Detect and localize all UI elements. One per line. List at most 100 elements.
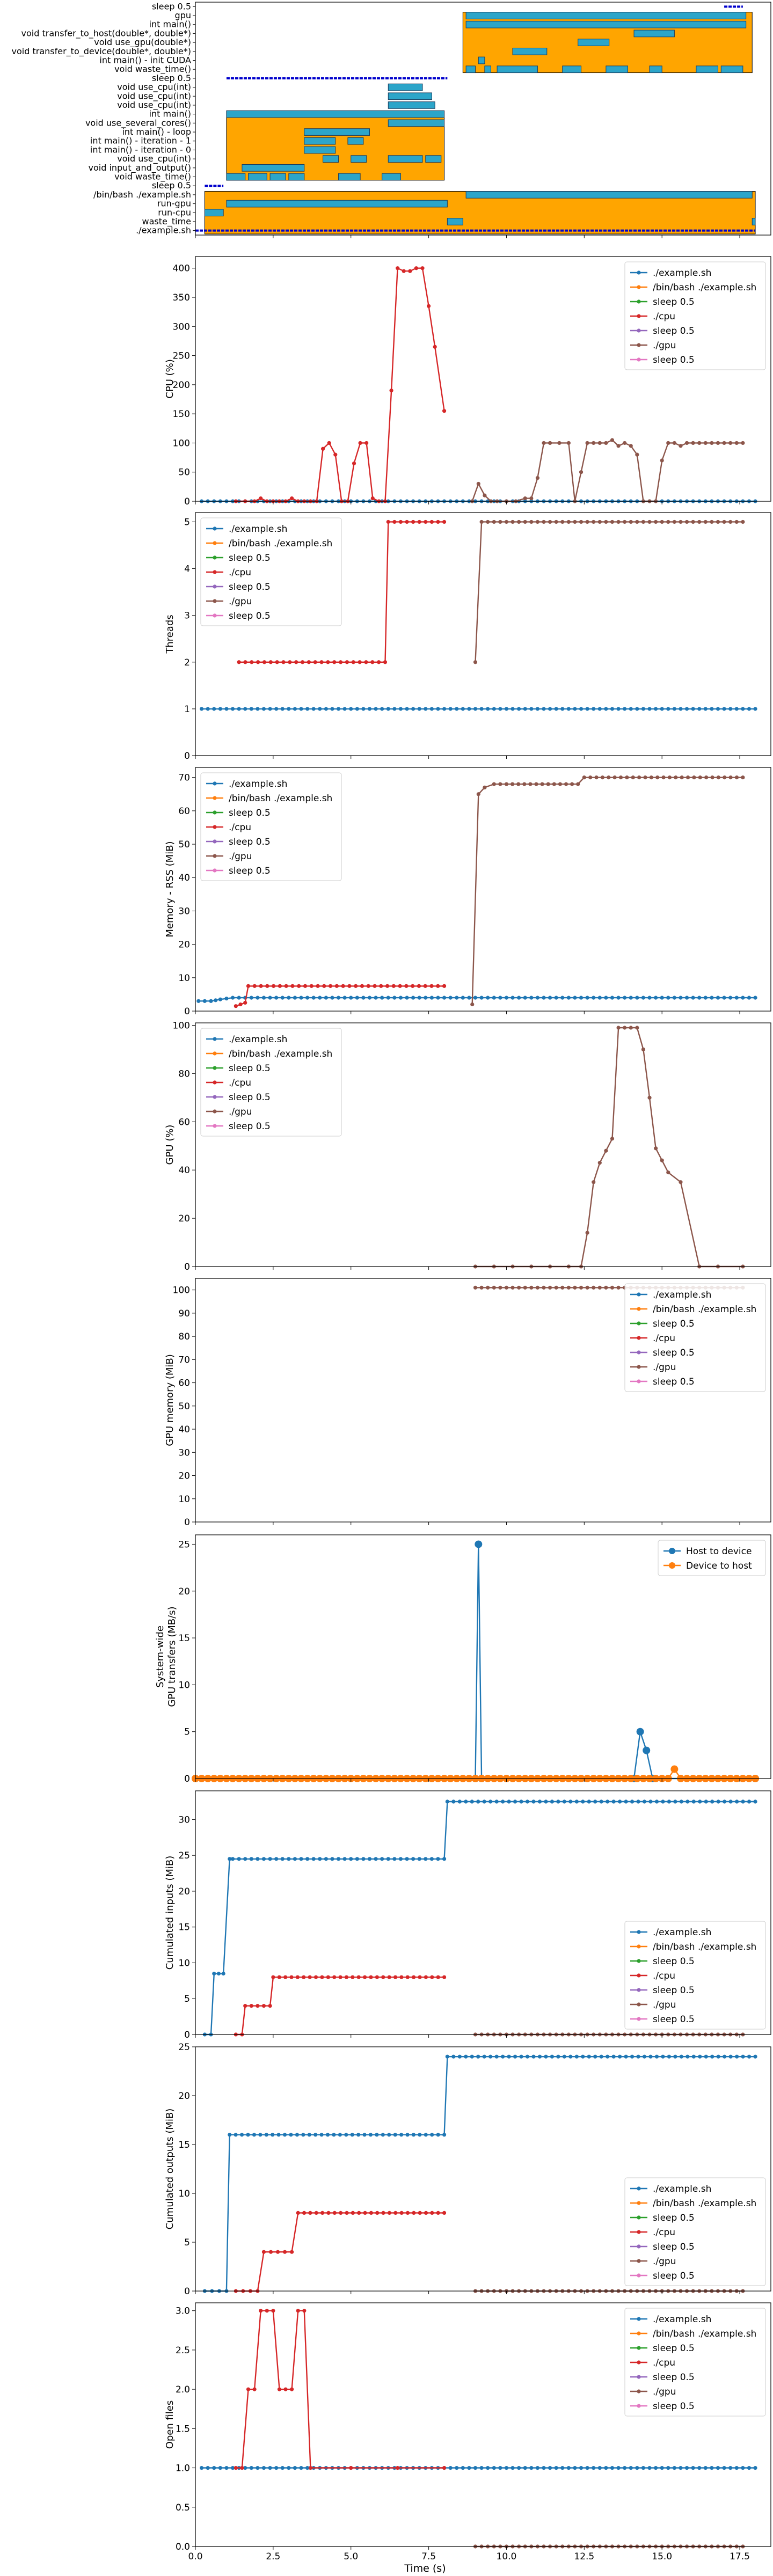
data-point [554,519,558,524]
data-point [607,775,611,780]
timeline-block [204,191,756,235]
legend-frame [658,1540,766,1576]
data-point [274,2465,279,2470]
data-point [654,1146,658,1151]
data-point [234,1004,238,1008]
data-point [710,775,714,780]
data-point [405,2211,410,2215]
data-point [592,996,596,1000]
panel-frame [195,1790,771,2035]
data-point [283,1975,288,1979]
data-point [741,775,745,780]
data-point [358,441,362,445]
data-point [336,707,341,711]
data-point [504,782,509,786]
data-point [573,2465,577,2470]
y-tick-label: 5 [184,517,190,528]
data-point [523,496,527,501]
legend-label: ./gpu [229,1107,252,1117]
data-point [560,707,565,711]
data-point [734,2465,739,2470]
data-point [612,775,617,780]
data-point [417,996,421,1000]
timeline-bar [388,83,423,91]
data-point [593,1799,597,1804]
data-point [566,1285,571,1290]
legend-swatch-marker [669,1548,675,1554]
legend-swatch-marker [637,2244,641,2249]
chart-panel-3: 0 10 20 30 40 50 60 70 Memory - RSS (MiB) ./examp… [164,767,771,1017]
data-point [704,1799,708,1804]
data-point [672,2465,676,2470]
data-point [716,1799,720,1804]
data-point [666,996,670,1000]
timeline-bar [347,137,364,145]
data-point [327,441,331,445]
legend-label: ./example.sh [229,1034,287,1045]
data-point [442,1857,447,1861]
data-point [691,707,695,711]
legend-swatch-marker [637,357,641,362]
data-point [436,2133,440,2137]
data-point [660,707,664,711]
data-point [498,2465,502,2470]
data-point [442,996,447,1000]
data-point [336,1857,341,1861]
data-point [350,2133,354,2137]
data-point [654,707,658,711]
y-tick-label: 50 [178,1401,190,1412]
data-point [430,1975,434,1979]
data-point [494,2054,499,2059]
data-point [641,1047,646,1052]
data-point [234,2133,238,2137]
data-point [318,1857,322,1861]
data-point [228,2133,232,2137]
data-point [436,707,440,711]
data-point [370,660,375,664]
data-point [522,782,527,786]
data-point [274,1857,279,1861]
data-point [246,2387,251,2391]
data-point [529,707,534,711]
legend-label: ./gpu [653,2256,676,2267]
legend-label: sleep 0.5 [229,582,271,592]
data-point [660,1158,664,1162]
legend-label: ./gpu [653,2000,676,2010]
data-point [380,996,384,1000]
data-point [610,438,615,442]
data-point [399,2133,404,2137]
data-point [623,996,627,1000]
data-point [629,996,633,1000]
data-point [610,1137,615,1141]
data-point [741,519,745,524]
data-point [593,2054,597,2059]
timeline-bar [304,128,370,136]
data-point [629,519,633,524]
data-point [473,1285,478,1290]
timeline-bar [226,110,445,118]
data-point [673,2054,677,2059]
panel-frame [195,2046,771,2292]
legend-swatch-marker [213,1109,217,1114]
data-point [548,2465,552,2470]
data-point [734,996,739,1000]
data-point [511,707,515,711]
data-point [684,2465,689,2470]
data-point [734,707,739,711]
data-point [604,996,608,1000]
data-point [377,660,381,664]
data-point [562,1799,566,1804]
legend-swatch-marker [213,1095,217,1099]
data-point [697,2465,702,2470]
data-point [641,996,646,1000]
data-point [623,1026,627,1030]
data-point [451,1799,456,1804]
data-point [674,775,678,780]
timeline-bar [606,65,628,74]
data-point [473,660,478,664]
data-point [243,2003,247,2008]
legend-swatch-marker [637,299,641,304]
data-point [552,782,556,786]
y-tick-label: 100 [173,438,190,449]
data-point [237,996,241,1000]
